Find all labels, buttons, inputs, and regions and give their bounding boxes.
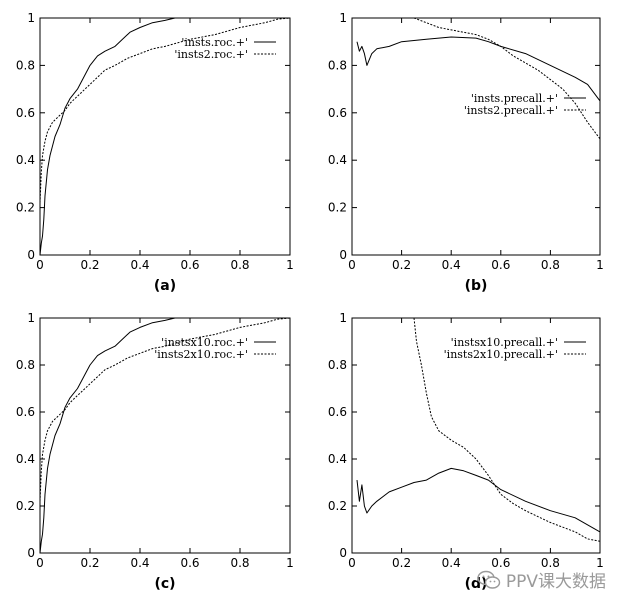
legend-label: 'instsx10.precall.+'	[451, 336, 558, 349]
series-line-2	[413, 17, 601, 140]
y-tick-label: 0.2	[328, 499, 347, 513]
plot-frame	[351, 17, 601, 256]
legend-label: 'insts.roc.+'	[181, 36, 248, 49]
y-tick-label: 1	[27, 311, 35, 325]
panel-b: 0 0.2 0.4 0.6 0.8 1 0 0.2 0.4 0.6 0.8 1 'insts.preca…	[328, 11, 604, 294]
x-tick-label: 0	[348, 556, 356, 570]
x-tick-label: 0	[348, 258, 356, 272]
x-tick-label: 0.8	[230, 556, 249, 570]
series-line-2	[39, 17, 291, 203]
plot-frame	[351, 317, 601, 554]
y-tick-label: 0.2	[328, 201, 347, 215]
x-tick-label: 1	[286, 258, 294, 272]
x-tick-label: 1	[596, 556, 604, 570]
y-tick-label: 0	[339, 248, 347, 262]
x-tick-label: 0.8	[541, 556, 560, 570]
x-tick-label: 0.6	[491, 258, 510, 272]
panel-a: 0 0.2 0.4 0.6 0.8 1 0 0.2 0.4 0.6 0.8 1 'insts.roc.+…	[16, 11, 294, 294]
y-tick-label: 0.8	[328, 358, 347, 372]
watermark: PPV课大数据	[477, 567, 606, 592]
y-tick-label: 0.4	[16, 452, 35, 466]
y-tick-label: 0.4	[328, 452, 347, 466]
y-tick-label: 0.6	[16, 405, 35, 419]
x-tick-label: 0.6	[491, 556, 510, 570]
plot-frame	[39, 17, 291, 256]
x-tick-label: 1	[286, 556, 294, 570]
panel-d: 0 0.2 0.4 0.6 0.8 1 0 0.2 0.4 0.6 0.8 1 'instsx10.pr…	[328, 311, 604, 592]
x-tick-label: 0.2	[80, 556, 99, 570]
x-tick-label: 0.6	[180, 258, 199, 272]
legend-label: 'insts2x10.roc.+'	[154, 348, 248, 361]
wechat-icon	[477, 570, 501, 589]
y-tick-label: 0.6	[16, 106, 35, 120]
x-tick-label: 0.8	[230, 258, 249, 272]
series-line-1	[39, 317, 290, 554]
y-tick-label: 0.2	[16, 201, 35, 215]
y-tick-label: 0.6	[328, 106, 347, 120]
panel-c: 0 0.2 0.4 0.6 0.8 1 0 0.2 0.4 0.6 0.8 1 'instsx10.ro…	[16, 311, 294, 592]
y-tick-label: 0.8	[328, 58, 347, 72]
x-tick-label: 1	[596, 258, 604, 272]
x-tick-label: 0.4	[130, 258, 149, 272]
x-tick-label: 0.4	[442, 556, 461, 570]
plot-frame	[39, 317, 291, 554]
series-line-1	[39, 17, 290, 256]
legend-label: 'instsx10.roc.+'	[161, 336, 248, 349]
panel-label: (d)	[465, 576, 488, 592]
y-tick-label: 0	[339, 546, 347, 560]
y-tick-label: 0.2	[16, 499, 35, 513]
x-tick-label: 0.2	[392, 556, 411, 570]
legend-label: 'insts2x10.precall.+'	[444, 348, 558, 361]
series-line-1	[356, 467, 601, 533]
legend-label: 'insts2.roc.+'	[174, 48, 248, 61]
y-tick-label: 0.8	[16, 358, 35, 372]
y-tick-label: 0	[27, 248, 35, 262]
x-tick-label: 0.6	[180, 556, 199, 570]
y-tick-label: 0	[27, 546, 35, 560]
x-tick-label: 0.8	[541, 258, 560, 272]
legend-label: 'insts.precall.+'	[471, 92, 558, 105]
x-tick-label: 0	[36, 258, 44, 272]
x-tick-label: 0	[36, 556, 44, 570]
panel-label: (b)	[465, 278, 488, 294]
y-tick-label: 0.4	[16, 153, 35, 167]
panel-label: (c)	[154, 576, 175, 592]
series-line-2	[413, 317, 601, 542]
y-tick-label: 0.6	[328, 405, 347, 419]
y-tick-label: 1	[339, 311, 347, 325]
x-tick-label: 0.4	[442, 258, 461, 272]
x-tick-label: 0.4	[130, 556, 149, 570]
legend-label: 'insts2.precall.+'	[464, 104, 558, 117]
x-tick-label: 0.2	[392, 258, 411, 272]
y-tick-label: 1	[339, 11, 347, 25]
series-line-1	[356, 36, 601, 102]
watermark-text: PPV课大数据	[505, 572, 606, 592]
y-tick-label: 1	[27, 11, 35, 25]
series-line-2	[39, 317, 291, 502]
y-tick-label: 0.8	[16, 58, 35, 72]
panel-label: (a)	[154, 278, 176, 294]
x-tick-label: 0.2	[80, 258, 99, 272]
y-tick-label: 0.4	[328, 153, 347, 167]
